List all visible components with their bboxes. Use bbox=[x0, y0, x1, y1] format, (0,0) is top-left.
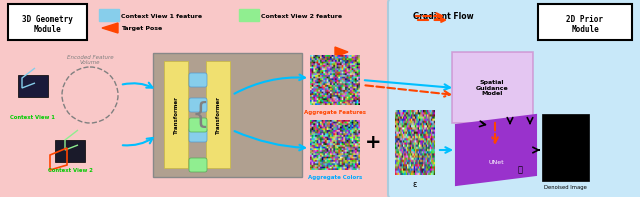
FancyBboxPatch shape bbox=[0, 0, 393, 197]
Text: Context View 2 feature: Context View 2 feature bbox=[261, 14, 342, 19]
Text: Denoised Image: Denoised Image bbox=[543, 185, 586, 190]
Text: 3D Geometry: 3D Geometry bbox=[22, 15, 72, 24]
Text: {: { bbox=[191, 101, 209, 129]
Text: Spatial
Guidance
Model: Spatial Guidance Model bbox=[476, 80, 508, 96]
FancyBboxPatch shape bbox=[189, 118, 207, 132]
Text: Gradient Flow: Gradient Flow bbox=[413, 11, 474, 20]
Text: Target Pose: Target Pose bbox=[121, 25, 163, 31]
Polygon shape bbox=[456, 125, 495, 185]
Text: Aggregate Colors: Aggregate Colors bbox=[308, 175, 362, 180]
Text: Aggregate Features: Aggregate Features bbox=[304, 110, 366, 115]
Text: Transformer: Transformer bbox=[173, 96, 179, 134]
Polygon shape bbox=[102, 23, 118, 33]
FancyBboxPatch shape bbox=[99, 9, 119, 21]
Text: Module: Module bbox=[571, 25, 599, 34]
FancyBboxPatch shape bbox=[55, 140, 85, 162]
Text: Context View 2: Context View 2 bbox=[47, 168, 92, 173]
FancyBboxPatch shape bbox=[189, 73, 207, 87]
Text: ε: ε bbox=[413, 180, 417, 189]
Polygon shape bbox=[456, 115, 536, 185]
Text: UNet: UNet bbox=[488, 161, 504, 165]
FancyBboxPatch shape bbox=[452, 52, 533, 123]
Polygon shape bbox=[495, 115, 536, 175]
FancyBboxPatch shape bbox=[153, 53, 302, 177]
Text: Transformer: Transformer bbox=[216, 96, 221, 134]
FancyBboxPatch shape bbox=[542, 114, 589, 181]
FancyBboxPatch shape bbox=[18, 75, 48, 97]
Text: Encoded Feature
Volume: Encoded Feature Volume bbox=[67, 55, 113, 65]
Text: Context View 1: Context View 1 bbox=[10, 115, 56, 120]
FancyBboxPatch shape bbox=[388, 0, 640, 197]
Text: +: + bbox=[365, 134, 381, 152]
FancyBboxPatch shape bbox=[189, 128, 207, 142]
FancyBboxPatch shape bbox=[239, 9, 259, 21]
FancyBboxPatch shape bbox=[189, 98, 207, 112]
Text: 🔒: 🔒 bbox=[518, 165, 522, 175]
Text: Module: Module bbox=[33, 25, 61, 34]
FancyBboxPatch shape bbox=[189, 158, 207, 172]
FancyBboxPatch shape bbox=[164, 61, 188, 168]
Polygon shape bbox=[335, 47, 348, 57]
FancyBboxPatch shape bbox=[206, 61, 230, 168]
Text: Context View 1 feature: Context View 1 feature bbox=[121, 14, 202, 19]
Text: 2D Prior: 2D Prior bbox=[566, 15, 604, 24]
FancyBboxPatch shape bbox=[538, 4, 632, 40]
FancyBboxPatch shape bbox=[8, 4, 87, 40]
